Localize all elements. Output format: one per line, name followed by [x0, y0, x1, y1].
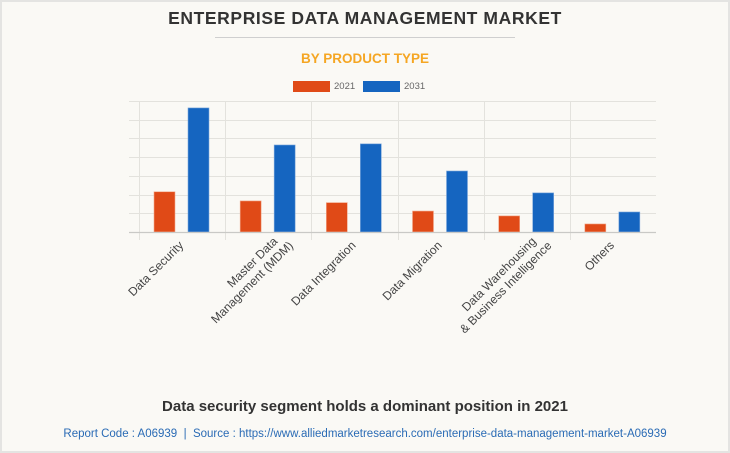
bar-2031-1	[273, 144, 296, 233]
bar-2021-5	[584, 223, 607, 233]
x-tick-label: Data Integration	[288, 238, 358, 308]
key-finding-text: Data security segment holds a dominant p…	[162, 398, 568, 415]
bar-2031-0	[187, 107, 210, 233]
bar-2031-4	[532, 192, 554, 233]
legend-label-2021: 2021	[334, 81, 356, 92]
chart-title: ENTERPRISE DATA MANAGEMENT MARKET	[168, 8, 562, 28]
bar-2021-4	[498, 215, 520, 233]
legend-swatch-2031	[363, 81, 400, 92]
x-tick-label: Data Migration	[380, 238, 445, 303]
x-tick-label-line: Data Integration	[288, 238, 358, 308]
x-tick-label-line: Data Security	[125, 238, 186, 299]
x-tick-label: Data Security	[125, 238, 186, 299]
source-link[interactable]: Report Code : A06939 | Source : https://…	[63, 428, 667, 440]
legend-item-2031: 2031	[363, 81, 425, 92]
chart-subtitle: BY PRODUCT TYPE	[300, 51, 430, 66]
bar-2021-3	[412, 210, 434, 233]
x-tick-label: Others	[582, 238, 617, 273]
x-tick-label-line: Data Migration	[380, 238, 445, 303]
x-tick-label: Data Warehousing& Business Intelligence	[447, 228, 555, 336]
title-divider	[215, 37, 515, 38]
bar-2021-1	[239, 200, 262, 233]
x-tick-label-line: Others	[582, 238, 617, 273]
bar-2021-0	[153, 191, 176, 233]
legend-swatch-2021	[293, 81, 330, 92]
bar-2031-3	[446, 170, 468, 233]
x-tick-label: Master DataManagement (MDM)	[198, 229, 296, 327]
bar-2021-2	[326, 202, 348, 233]
x-tick-label-line: & Business Intelligence	[457, 238, 555, 336]
legend-label-2031: 2031	[404, 81, 426, 92]
bar-2031-2	[360, 143, 382, 233]
bar-2031-5	[618, 211, 641, 233]
legend-item-2021: 2021	[293, 81, 355, 92]
